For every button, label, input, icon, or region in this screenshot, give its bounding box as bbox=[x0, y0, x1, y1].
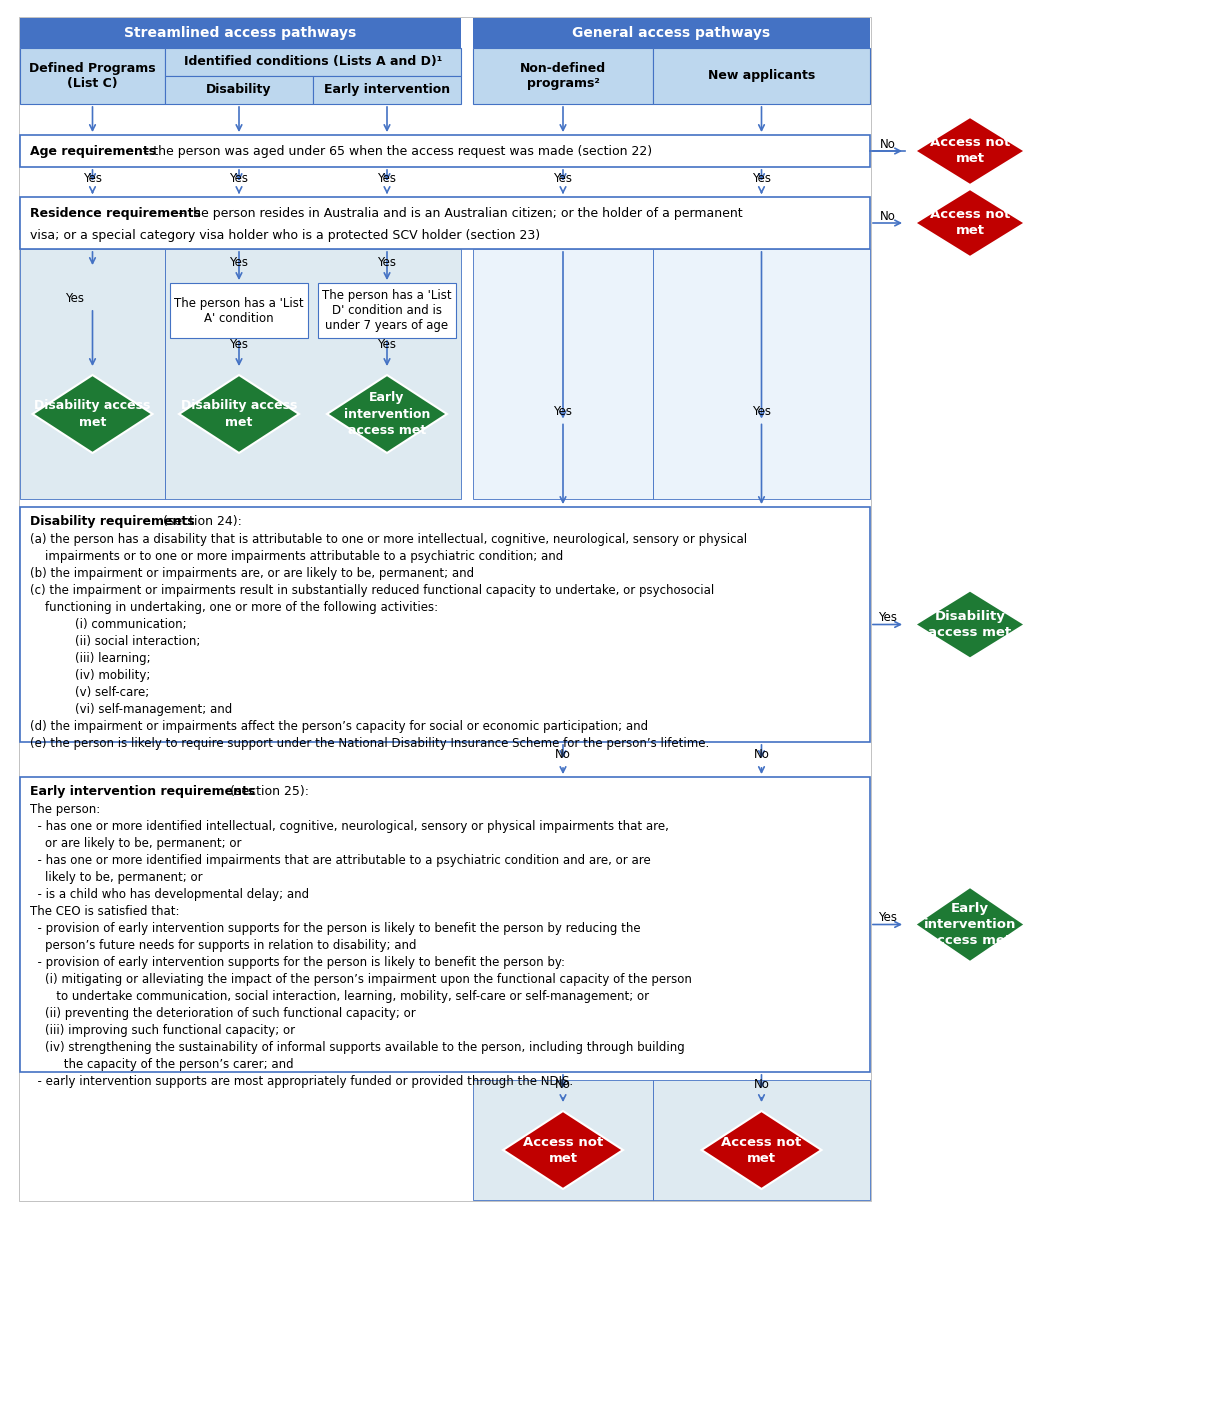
Polygon shape bbox=[915, 189, 1025, 258]
Text: General access pathways: General access pathways bbox=[573, 25, 770, 39]
Text: Yes: Yes bbox=[878, 611, 896, 624]
Text: New applicants: New applicants bbox=[708, 69, 815, 83]
Text: No: No bbox=[879, 210, 895, 222]
Text: No: No bbox=[556, 1079, 571, 1091]
Text: Disability
access met: Disability access met bbox=[928, 610, 1012, 639]
Bar bbox=[473, 48, 653, 104]
Bar bbox=[318, 283, 456, 338]
Bar bbox=[19, 507, 870, 742]
Text: Yes: Yes bbox=[229, 338, 249, 351]
Text: Early
intervention
access met: Early intervention access met bbox=[343, 391, 431, 436]
Text: (a) the person has a disability that is attributable to one or more intellectual: (a) the person has a disability that is … bbox=[30, 534, 747, 750]
Text: Identified conditions (Lists A and D)¹: Identified conditions (Lists A and D)¹ bbox=[184, 55, 442, 69]
Text: Defined Programs
(List C): Defined Programs (List C) bbox=[29, 62, 155, 90]
Text: The person:
  - has one or more identified intellectual, cognitive, neurological: The person: - has one or more identified… bbox=[30, 803, 691, 1088]
Text: – the person resides in Australia and is an Australian citizen; or the holder of: – the person resides in Australia and is… bbox=[178, 207, 742, 220]
Text: Residence requirements: Residence requirements bbox=[30, 207, 201, 220]
Polygon shape bbox=[915, 590, 1025, 659]
Bar bbox=[19, 249, 165, 498]
Text: Yes: Yes bbox=[229, 173, 249, 186]
Bar bbox=[165, 76, 313, 104]
Polygon shape bbox=[328, 375, 448, 453]
Text: Access not
met: Access not met bbox=[722, 1135, 802, 1164]
Bar bbox=[19, 777, 870, 1071]
Bar bbox=[473, 249, 653, 498]
Bar bbox=[165, 48, 461, 76]
Text: Early intervention requirements: Early intervention requirements bbox=[30, 784, 255, 797]
Polygon shape bbox=[915, 117, 1025, 184]
Text: The person has a 'List
D' condition and is
under 7 years of age: The person has a 'List D' condition and … bbox=[323, 289, 451, 332]
Text: Disability access
met: Disability access met bbox=[181, 400, 297, 428]
Text: Age requirements: Age requirements bbox=[30, 145, 156, 158]
Text: Yes: Yes bbox=[752, 173, 771, 186]
Text: Disability: Disability bbox=[206, 83, 272, 97]
Text: Yes: Yes bbox=[377, 256, 397, 269]
Text: Yes: Yes bbox=[229, 256, 249, 269]
Polygon shape bbox=[915, 887, 1025, 962]
Text: No: No bbox=[753, 749, 769, 762]
Polygon shape bbox=[180, 375, 298, 453]
Text: (section 24):: (section 24): bbox=[163, 514, 241, 528]
Text: visa; or a special category visa holder who is a protected SCV holder (section 2: visa; or a special category visa holder … bbox=[30, 228, 540, 242]
Text: (section 25):: (section 25): bbox=[230, 784, 309, 797]
Bar bbox=[19, 135, 870, 168]
Text: Yes: Yes bbox=[752, 406, 771, 418]
Text: Yes: Yes bbox=[82, 173, 102, 186]
Text: Yes: Yes bbox=[377, 173, 397, 186]
Bar bbox=[19, 197, 870, 249]
Text: Early intervention: Early intervention bbox=[324, 83, 450, 97]
Bar bbox=[653, 48, 870, 104]
Bar bbox=[170, 283, 308, 338]
Text: No: No bbox=[879, 138, 895, 151]
Bar bbox=[19, 48, 165, 104]
Polygon shape bbox=[503, 1111, 623, 1188]
Text: Non-defined
programs²: Non-defined programs² bbox=[520, 62, 606, 90]
Bar bbox=[653, 1080, 870, 1200]
Bar bbox=[165, 249, 461, 498]
Polygon shape bbox=[33, 375, 153, 453]
Text: No: No bbox=[753, 1079, 769, 1091]
Text: Access not
met: Access not met bbox=[523, 1135, 603, 1164]
Bar bbox=[473, 18, 870, 48]
Text: Access not
met: Access not met bbox=[930, 208, 1010, 238]
Bar bbox=[19, 17, 871, 1201]
Text: Disability requirements: Disability requirements bbox=[30, 514, 194, 528]
Bar bbox=[19, 18, 461, 48]
Text: Yes: Yes bbox=[66, 291, 84, 304]
Text: Streamlined access pathways: Streamlined access pathways bbox=[125, 25, 357, 39]
Text: Yes: Yes bbox=[878, 911, 896, 924]
Bar bbox=[473, 1080, 653, 1200]
Text: – the person was aged under 65 when the access request was made (section 22): – the person was aged under 65 when the … bbox=[143, 145, 653, 158]
Bar bbox=[313, 76, 461, 104]
Bar bbox=[653, 249, 870, 498]
Text: No: No bbox=[556, 749, 571, 762]
Text: Disability access
met: Disability access met bbox=[34, 400, 150, 428]
Text: Yes: Yes bbox=[377, 338, 397, 351]
Text: Yes: Yes bbox=[553, 173, 573, 186]
Polygon shape bbox=[701, 1111, 821, 1188]
Text: Early
intervention
access met: Early intervention access met bbox=[924, 903, 1016, 948]
Text: Yes: Yes bbox=[553, 406, 573, 418]
Text: The person has a 'List
A' condition: The person has a 'List A' condition bbox=[175, 297, 303, 324]
Text: Access not
met: Access not met bbox=[930, 137, 1010, 166]
